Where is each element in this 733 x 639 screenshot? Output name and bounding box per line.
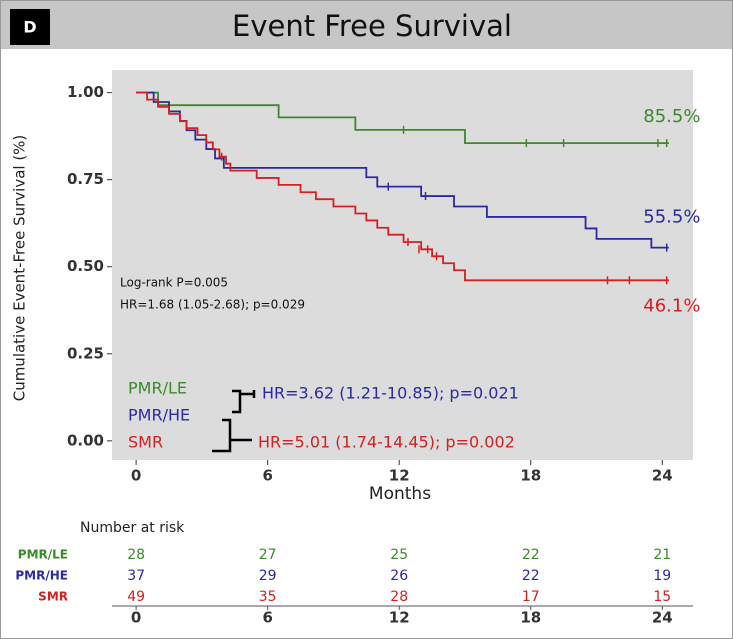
y-axis-label: Cumulative Event-Free Survival (%) bbox=[11, 135, 29, 402]
risk-row-name: SMR bbox=[38, 590, 68, 604]
panel-label-box bbox=[10, 9, 50, 45]
risk-count: 17 bbox=[522, 589, 540, 605]
bracket bbox=[232, 389, 256, 414]
survival-curve bbox=[136, 91, 669, 282]
risk-tick-label: 24 bbox=[652, 609, 673, 627]
header-bar bbox=[1, 1, 732, 49]
legend-label: SMR bbox=[128, 433, 163, 452]
chart-title: Event Free Survival bbox=[232, 9, 512, 43]
y-tick-label: 0.50 bbox=[67, 257, 104, 275]
risk-count: 27 bbox=[259, 547, 277, 563]
risk-tick-label: 6 bbox=[262, 609, 272, 627]
comparison: HR=3.62 (1.21-10.85); p=0.021 bbox=[262, 384, 519, 403]
end-label: 55.5% bbox=[643, 207, 700, 228]
risk-count: 26 bbox=[390, 568, 408, 584]
plot-area bbox=[112, 70, 693, 460]
bracket bbox=[212, 418, 252, 453]
end-label: 85.5% bbox=[643, 106, 700, 127]
risk-count: 37 bbox=[127, 568, 145, 584]
risk-tick-label: 12 bbox=[389, 609, 410, 627]
risk-count: 22 bbox=[522, 568, 540, 584]
risk-count: 19 bbox=[653, 568, 671, 584]
risk-count: 28 bbox=[390, 589, 408, 605]
y-tick-label: 1.00 bbox=[67, 83, 104, 101]
x-axis-label: Months bbox=[369, 484, 431, 504]
end-label: 46.1% bbox=[643, 295, 700, 316]
legend-label: PMR/LE bbox=[128, 379, 187, 398]
y-tick-label: 0.00 bbox=[67, 431, 104, 449]
risk-count: 29 bbox=[259, 568, 277, 584]
risk-row-name: PMR/LE bbox=[18, 548, 68, 562]
risk-tick-label: 18 bbox=[520, 609, 541, 627]
comparison: HR=5.01 (1.74-14.45); p=0.002 bbox=[258, 433, 515, 452]
risk-count: 25 bbox=[390, 547, 408, 563]
risk-count: 35 bbox=[259, 589, 277, 605]
x-tick-label: 18 bbox=[520, 467, 541, 485]
risk-table-title: Number at risk bbox=[80, 520, 185, 536]
x-tick-label: 24 bbox=[652, 467, 673, 485]
annotation: Log-rank P=0.005 bbox=[120, 276, 228, 290]
risk-count: 22 bbox=[522, 547, 540, 563]
risk-count: 21 bbox=[653, 547, 671, 563]
x-tick-label: 0 bbox=[131, 467, 141, 485]
legend-label: PMR/HE bbox=[128, 406, 190, 425]
x-tick-label: 12 bbox=[389, 467, 410, 485]
y-tick-label: 0.25 bbox=[67, 344, 104, 362]
risk-row-name: PMR/HE bbox=[15, 569, 68, 583]
risk-count: 15 bbox=[653, 589, 671, 605]
annotation: HR=1.68 (1.05-2.68); p=0.029 bbox=[120, 298, 305, 312]
risk-count: 28 bbox=[127, 547, 145, 563]
y-tick-label: 0.75 bbox=[67, 170, 104, 188]
x-tick-label: 6 bbox=[262, 467, 272, 485]
risk-count: 49 bbox=[127, 589, 145, 605]
risk-tick-label: 0 bbox=[131, 609, 141, 627]
panel-label: D bbox=[23, 18, 36, 37]
